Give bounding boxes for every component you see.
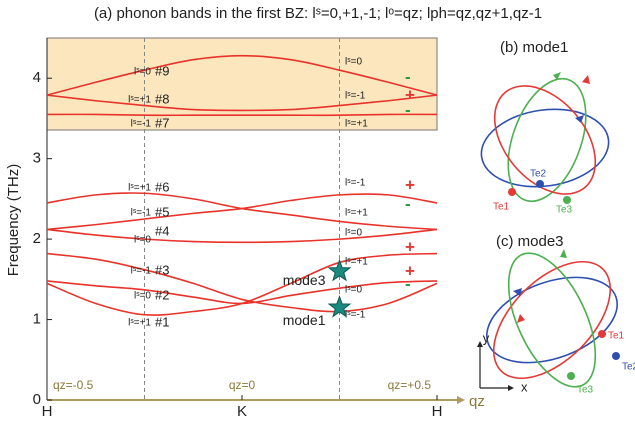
chart-title: (a) phonon bands in the first BZ: lˢ=0,+… bbox=[94, 5, 542, 22]
band bbox=[47, 114, 437, 115]
band-number: #3 bbox=[155, 262, 169, 277]
right-label: lˢ=0 bbox=[345, 228, 362, 239]
left-label: lˢ=-1 bbox=[131, 208, 152, 219]
atom bbox=[508, 188, 516, 196]
left-label: lˢ=0 bbox=[134, 235, 151, 246]
axis-label: x bbox=[521, 379, 528, 394]
right-label: lˢ=-1 bbox=[345, 310, 366, 321]
sign: + bbox=[405, 237, 415, 256]
sign: - bbox=[405, 194, 411, 213]
x-tick-label: K bbox=[237, 403, 247, 420]
x-axis-arrow bbox=[457, 396, 465, 404]
band-number: #7 bbox=[155, 115, 169, 130]
right-label: lˢ=-1 bbox=[345, 178, 366, 189]
atom-label: Te2 bbox=[530, 169, 547, 180]
sign: - bbox=[405, 67, 411, 86]
band-number: #6 bbox=[155, 179, 169, 194]
sign: - bbox=[405, 274, 411, 293]
atom-label: Te3 bbox=[556, 205, 573, 216]
left-label: lˢ=0 bbox=[134, 291, 151, 302]
arrow bbox=[582, 75, 590, 84]
atom bbox=[567, 372, 575, 380]
axes bbox=[480, 345, 510, 388]
bottom-label: qz=-0.5 bbox=[53, 378, 94, 392]
left-label: lˢ=-1 bbox=[131, 119, 152, 130]
y-axis-label: Frequency (THz) bbox=[5, 164, 22, 277]
band-number: #2 bbox=[155, 287, 169, 302]
mode-label: mode1 bbox=[283, 312, 326, 328]
arrow bbox=[560, 249, 567, 258]
atom bbox=[612, 352, 620, 360]
left-label: lˢ=+1 bbox=[128, 183, 151, 194]
axis-label: y bbox=[483, 330, 490, 345]
orbit bbox=[475, 67, 616, 213]
right-label: lˢ=0 bbox=[345, 57, 362, 68]
band-number: #5 bbox=[155, 204, 169, 219]
y-tick-label: 4 bbox=[33, 69, 41, 86]
band-number: #1 bbox=[155, 314, 169, 329]
x-axis-label: qz bbox=[469, 393, 485, 410]
y-tick-label: 0 bbox=[33, 391, 41, 408]
orbit bbox=[473, 241, 631, 399]
y-tick-label: 3 bbox=[33, 150, 41, 167]
arrow bbox=[517, 314, 525, 323]
right-label: lˢ=-1 bbox=[345, 91, 366, 102]
right-label: lˢ=+1 bbox=[345, 119, 368, 130]
sign: + bbox=[405, 175, 415, 194]
atom-label: Te1 bbox=[493, 202, 510, 213]
left-label: lˢ=+1 bbox=[128, 95, 151, 106]
y-tick-label: 2 bbox=[33, 230, 41, 247]
atom bbox=[563, 196, 571, 204]
x-tick-label: H bbox=[42, 403, 53, 420]
band-number: #8 bbox=[155, 91, 169, 106]
atom-label: Te3 bbox=[577, 385, 594, 396]
figure: (a) phonon bands in the first BZ: lˢ=0,+… bbox=[0, 0, 635, 420]
highlight-region bbox=[47, 38, 437, 130]
band-number: #9 bbox=[155, 63, 169, 78]
y-tick-label: 1 bbox=[33, 311, 41, 328]
left-label: lˢ=0 bbox=[134, 67, 151, 78]
panel-title: (c) mode3 bbox=[496, 233, 564, 250]
panel-b bbox=[475, 67, 616, 213]
right-label: lˢ=+1 bbox=[345, 208, 368, 219]
band bbox=[47, 194, 437, 229]
atom bbox=[536, 180, 544, 188]
right-label: lˢ=0 bbox=[345, 285, 362, 296]
panel-title: (b) mode1 bbox=[500, 39, 568, 56]
band bbox=[47, 229, 437, 242]
bottom-label: qz=0 bbox=[229, 378, 256, 392]
sign: - bbox=[405, 100, 411, 119]
atom-label: Te2 bbox=[622, 362, 635, 373]
band-number: #4 bbox=[155, 223, 169, 238]
bottom-label: qz=+0.5 bbox=[388, 378, 432, 392]
panel-c bbox=[473, 240, 631, 399]
atom-label: Te1 bbox=[608, 331, 625, 342]
atom bbox=[598, 330, 606, 338]
x-tick-label: H bbox=[432, 403, 443, 420]
right-label: lˢ=+1 bbox=[345, 257, 368, 268]
left-label: lˢ=+1 bbox=[128, 318, 151, 329]
arrow bbox=[477, 341, 514, 391]
left-label: lˢ=-1 bbox=[131, 266, 152, 277]
orbit bbox=[475, 261, 629, 379]
mode-label: mode3 bbox=[283, 272, 326, 288]
